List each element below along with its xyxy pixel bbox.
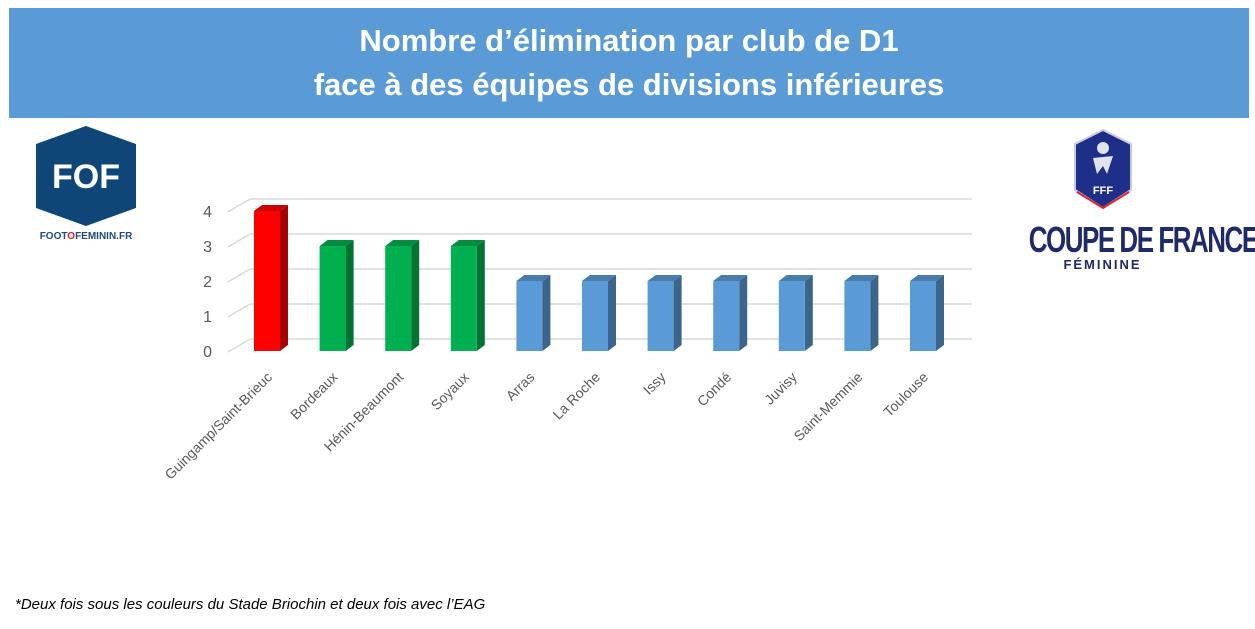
bar-side xyxy=(870,275,879,351)
y-tick-label: 3 xyxy=(203,239,212,256)
bar-top xyxy=(647,275,682,281)
title-banner: Nombre d’élimination par club de D1 face… xyxy=(9,8,1249,118)
bar-side xyxy=(411,240,420,351)
bar-top xyxy=(254,205,288,211)
bar-top xyxy=(450,240,485,246)
cdf-subtitle: FÉMININE xyxy=(1063,257,1142,272)
bar-side xyxy=(280,205,288,351)
x-tick-label: Condé xyxy=(694,369,735,410)
bar-top xyxy=(778,275,813,281)
fof-url: FOOTOFEMININ.FR xyxy=(36,231,136,242)
bar-side xyxy=(804,275,813,351)
bar xyxy=(254,211,280,351)
gridline-side xyxy=(227,338,251,353)
fof-logo: FOF xyxy=(36,126,136,226)
bar-top xyxy=(713,275,748,281)
bar-side xyxy=(542,275,551,351)
fof-url-part: FOOT xyxy=(39,231,68,242)
bar xyxy=(713,281,740,351)
bar xyxy=(385,246,412,351)
fof-url-o: O xyxy=(67,231,76,242)
x-tick-label: Issy xyxy=(640,369,669,398)
x-tick-label: Bordeaux xyxy=(287,369,341,423)
bar-side xyxy=(739,275,748,351)
y-tick-label: 1 xyxy=(203,309,212,326)
bar xyxy=(647,281,674,351)
x-tick-label: Toulouse xyxy=(880,369,931,420)
bar-side xyxy=(476,240,485,351)
bar-top xyxy=(516,275,551,281)
fff-text: FFF xyxy=(1092,185,1112,197)
fof-logo-text: FOF xyxy=(52,158,120,196)
bar-side xyxy=(673,275,682,351)
gridline-side xyxy=(227,268,251,283)
x-tick-label: Juvisy xyxy=(761,369,800,408)
gridline-side xyxy=(227,233,251,248)
bar-top xyxy=(319,240,354,246)
y-tick-label: 2 xyxy=(203,274,212,291)
bar-top xyxy=(385,240,420,246)
title-line-2: face à des équipes de divisions inférieu… xyxy=(313,67,945,102)
bar xyxy=(778,281,805,351)
y-tick-label: 0 xyxy=(203,344,212,361)
bar-top xyxy=(910,275,944,281)
gridline-side xyxy=(227,303,251,318)
bar xyxy=(319,246,346,351)
bar xyxy=(910,281,936,351)
title-line-1: Nombre d’élimination par club de D1 xyxy=(359,23,899,58)
bar-side xyxy=(345,240,354,351)
x-tick-label: Soyaux xyxy=(428,369,472,413)
bar xyxy=(582,281,608,351)
bar xyxy=(516,281,543,351)
y-tick-label: 4 xyxy=(203,204,212,221)
bar-top xyxy=(582,275,616,281)
x-tick-label: Arras xyxy=(503,369,538,404)
x-tick-label: Saint-Memmie xyxy=(790,369,865,444)
bar-side xyxy=(936,275,944,351)
fof-url-part: FEMININ.FR xyxy=(75,231,133,242)
bar-side xyxy=(608,275,616,351)
x-tick-label: La Roche xyxy=(549,369,603,423)
bar xyxy=(450,246,477,351)
footnote: *Deux fois sous les couleurs du Stade Br… xyxy=(15,596,486,613)
gridline-side xyxy=(227,198,251,213)
fff-shield-icon: FFF xyxy=(1073,128,1132,210)
x-tick-label: Guingamp/Saint-Brieuc xyxy=(161,369,275,483)
bar xyxy=(844,281,871,351)
bar-top xyxy=(844,275,879,281)
